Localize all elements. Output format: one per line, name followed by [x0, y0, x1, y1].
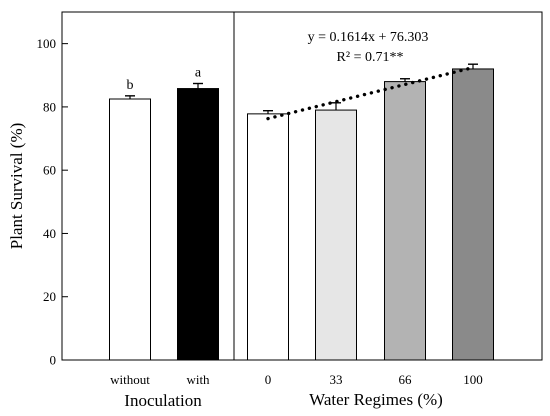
text-layer: without b with a 0 33 66 100 0 20 40 60 80 100 [37, 36, 483, 387]
x-axis-title-inoculation: Inoculation [124, 391, 202, 410]
x-tick-label-1-0: 0 [265, 372, 272, 387]
y-tick-label-3: 60 [43, 163, 56, 178]
trendline [266, 65, 475, 121]
plot-frame [61, 11, 543, 361]
y-tick-label-4: 80 [43, 99, 56, 114]
x-tick-label-0-0: without [110, 372, 150, 387]
x-axis-title-water-regimes: Water Regimes (%) [309, 390, 443, 409]
significance-letter-0-0: b [127, 78, 134, 93]
y-tick-label-5: 100 [37, 36, 57, 51]
y-axis-title: Plant Survival (%) [7, 123, 26, 250]
bar-1-3 [452, 68, 494, 361]
bar-1-2 [384, 81, 426, 361]
x-tick-label-0-1: with [186, 372, 210, 387]
trendline-layer [266, 65, 475, 121]
x-tick-label-1-3: 100 [463, 372, 483, 387]
bar-0-1 [177, 88, 219, 361]
bar-1-1 [315, 109, 357, 361]
y-tick-label-1: 20 [43, 289, 56, 304]
y-tick-label-0: 0 [50, 353, 57, 368]
bars-layer [109, 63, 494, 361]
significance-letter-0-1: a [195, 65, 202, 80]
trendline-equation: y = 0.1614x + 76.303 [308, 30, 429, 45]
trendline-r-squared: R² = 0.71** [337, 50, 404, 65]
axes-frame [61, 11, 543, 361]
y-tick-label-2: 40 [43, 226, 56, 241]
bar-1-0 [247, 113, 289, 361]
bar-0-0 [109, 98, 151, 361]
x-tick-label-1-2: 66 [399, 372, 413, 387]
x-tick-label-1-1: 33 [330, 372, 343, 387]
